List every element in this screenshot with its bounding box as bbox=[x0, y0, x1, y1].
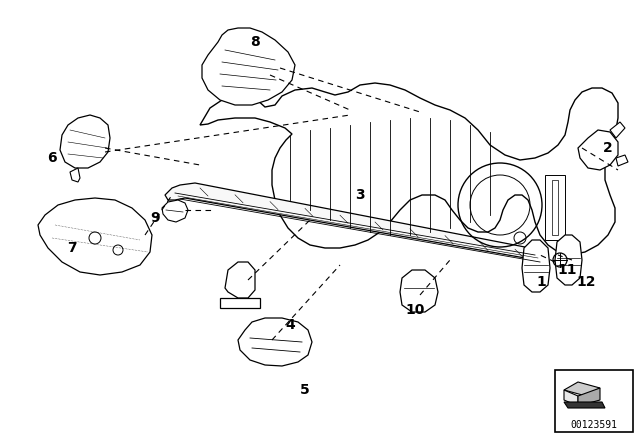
Text: 10: 10 bbox=[405, 303, 425, 317]
Polygon shape bbox=[555, 235, 582, 285]
Polygon shape bbox=[564, 402, 605, 408]
Text: 12: 12 bbox=[576, 275, 596, 289]
Text: 6: 6 bbox=[47, 151, 57, 165]
Polygon shape bbox=[162, 200, 188, 222]
Polygon shape bbox=[545, 175, 565, 240]
Text: 5: 5 bbox=[300, 383, 310, 397]
Polygon shape bbox=[238, 318, 312, 366]
Polygon shape bbox=[38, 198, 152, 275]
Text: 00123591: 00123591 bbox=[570, 420, 618, 430]
Polygon shape bbox=[225, 262, 255, 298]
Polygon shape bbox=[202, 28, 295, 105]
Polygon shape bbox=[70, 168, 80, 182]
Text: 3: 3 bbox=[355, 188, 365, 202]
Polygon shape bbox=[522, 240, 550, 292]
Text: 8: 8 bbox=[250, 35, 260, 49]
Text: 7: 7 bbox=[67, 241, 77, 255]
Text: 2: 2 bbox=[603, 141, 613, 155]
Polygon shape bbox=[552, 180, 558, 235]
Bar bbox=[555, 370, 633, 432]
Polygon shape bbox=[400, 270, 438, 312]
Polygon shape bbox=[60, 115, 110, 168]
Polygon shape bbox=[616, 155, 628, 166]
Polygon shape bbox=[578, 388, 600, 406]
Polygon shape bbox=[564, 382, 600, 396]
Text: 9: 9 bbox=[150, 211, 160, 225]
Polygon shape bbox=[165, 183, 548, 268]
Polygon shape bbox=[578, 130, 618, 170]
Polygon shape bbox=[220, 298, 260, 308]
Text: 11: 11 bbox=[557, 263, 577, 277]
Text: 4: 4 bbox=[285, 318, 295, 332]
Polygon shape bbox=[610, 122, 625, 138]
Text: 1: 1 bbox=[536, 275, 546, 289]
Polygon shape bbox=[200, 83, 618, 255]
Polygon shape bbox=[564, 390, 578, 406]
